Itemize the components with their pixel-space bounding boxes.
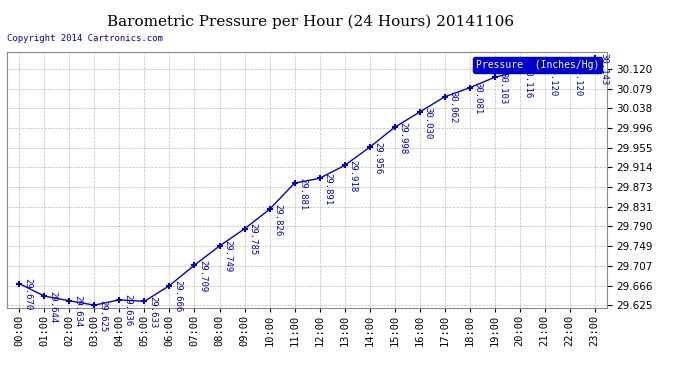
Pressure  (Inches/Hg) [540,67,549,71]
Pressure  (Inches/Hg) [66,298,74,303]
Pressure  (Inches/Hg) [366,145,374,150]
Pressure  (Inches/Hg) [15,281,23,286]
Pressure  (Inches/Hg) [140,299,148,303]
Text: 29.881: 29.881 [299,177,308,210]
Pressure  (Inches/Hg) [440,94,449,99]
Pressure  (Inches/Hg) [40,294,48,298]
Pressure  (Inches/Hg) [266,207,274,212]
Text: 30.143: 30.143 [599,53,608,85]
Text: Copyright 2014 Cartronics.com: Copyright 2014 Cartronics.com [7,34,163,43]
Text: 29.670: 29.670 [23,278,32,310]
Pressure  (Inches/Hg) [466,86,474,90]
Text: 30.103: 30.103 [499,72,508,104]
Pressure  (Inches/Hg) [315,176,324,181]
Pressure  (Inches/Hg) [166,284,174,288]
Pressure  (Inches/Hg) [566,67,574,71]
Text: 29.749: 29.749 [224,240,233,273]
Text: 29.785: 29.785 [248,223,257,255]
Pressure  (Inches/Hg) [290,181,299,185]
Pressure  (Inches/Hg) [340,163,348,168]
Text: 29.918: 29.918 [348,160,357,192]
Text: 29.709: 29.709 [199,260,208,292]
Text: 29.636: 29.636 [124,294,132,327]
Text: 29.998: 29.998 [399,122,408,154]
Legend: Pressure  (Inches/Hg): Pressure (Inches/Hg) [473,57,602,73]
Pressure  (Inches/Hg) [415,110,424,114]
Text: 29.891: 29.891 [324,173,333,205]
Text: 30.081: 30.081 [474,82,483,114]
Pressure  (Inches/Hg) [115,298,124,302]
Pressure  (Inches/Hg) [215,244,224,248]
Line: Pressure  (Inches/Hg): Pressure (Inches/Hg) [16,55,598,309]
Pressure  (Inches/Hg) [90,303,99,307]
Text: 29.633: 29.633 [148,296,157,328]
Text: 30.120: 30.120 [574,64,583,96]
Pressure  (Inches/Hg) [190,263,199,267]
Text: 29.666: 29.666 [174,280,183,312]
Text: 29.826: 29.826 [274,204,283,236]
Text: 30.030: 30.030 [424,106,433,139]
Text: 30.062: 30.062 [448,91,457,123]
Pressure  (Inches/Hg) [240,226,248,231]
Text: 29.956: 29.956 [374,142,383,174]
Text: 30.116: 30.116 [524,66,533,98]
Pressure  (Inches/Hg) [515,69,524,74]
Pressure  (Inches/Hg) [591,56,599,60]
Text: 29.625: 29.625 [99,300,108,332]
Pressure  (Inches/Hg) [491,75,499,80]
Pressure  (Inches/Hg) [391,125,399,130]
Text: 29.644: 29.644 [48,291,57,323]
Text: Barometric Pressure per Hour (24 Hours) 20141106: Barometric Pressure per Hour (24 Hours) … [107,15,514,29]
Text: 29.634: 29.634 [74,295,83,327]
Text: 30.120: 30.120 [549,64,558,96]
